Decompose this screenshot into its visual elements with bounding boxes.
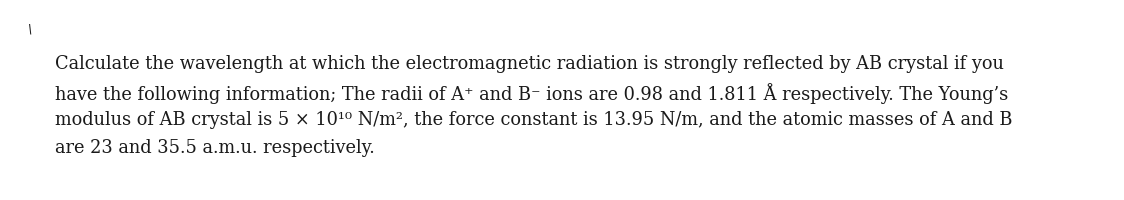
Text: are 23 and 35.5 a.m.u. respectively.: are 23 and 35.5 a.m.u. respectively. <box>55 139 374 157</box>
Text: \: \ <box>28 22 33 35</box>
Text: Calculate the wavelength at which the electromagnetic radiation is strongly refl: Calculate the wavelength at which the el… <box>55 55 1004 73</box>
Text: have the following information; The radii of A⁺ and B⁻ ions are 0.98 and 1.811 Å: have the following information; The radi… <box>55 83 1008 104</box>
Text: modulus of AB crystal is 5 × 10¹⁰ N/m², the force constant is 13.95 N/m, and the: modulus of AB crystal is 5 × 10¹⁰ N/m², … <box>55 111 1013 129</box>
